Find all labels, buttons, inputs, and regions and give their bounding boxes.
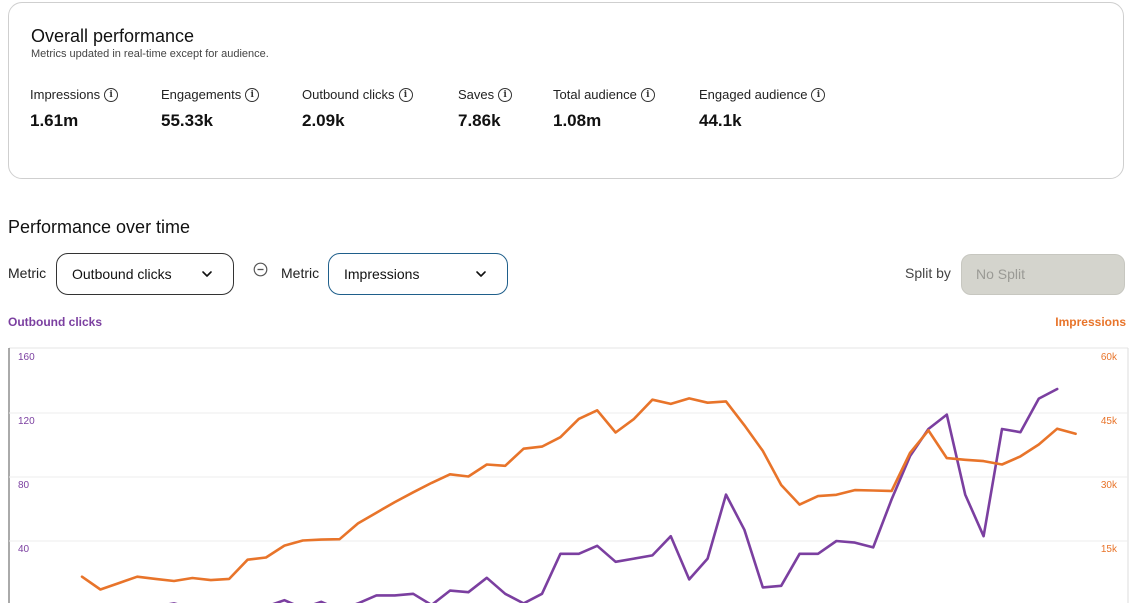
metric-impressions: Impressions i 1.61m bbox=[30, 87, 119, 131]
metric-label: Impressions bbox=[30, 87, 101, 102]
metric-value: 1.08m bbox=[553, 111, 602, 130]
right-tick-label: 60k bbox=[1101, 352, 1118, 363]
performance-over-time-title: Performance over time bbox=[8, 217, 191, 237]
right-axis-title: Impressions bbox=[1055, 315, 1126, 329]
outbound-clicks-line bbox=[168, 387, 1059, 603]
metric-label: Total audience bbox=[553, 87, 637, 102]
dropdown-value: Impressions bbox=[344, 266, 420, 282]
metric-value: 1.61m bbox=[30, 111, 79, 130]
split-by-label: Split by bbox=[905, 265, 951, 281]
metric-dropdown-impressions[interactable]: Impressions bbox=[328, 253, 508, 295]
metric-dropdown-outbound[interactable]: Outbound clicks bbox=[56, 253, 234, 295]
info-icon[interactable]: i bbox=[398, 87, 413, 102]
metric-outbound-clicks: Outbound clicks i 2.09k bbox=[302, 87, 413, 131]
left-tick-label: 40 bbox=[18, 544, 30, 555]
metric-label: Engagements bbox=[161, 87, 242, 102]
info-icon[interactable]: i bbox=[104, 87, 119, 102]
metric-label: Saves bbox=[458, 87, 495, 102]
metric-total-audience: Total audience i 1.08m bbox=[553, 87, 655, 131]
overall-performance-card: Overall performance Metrics updated in r… bbox=[8, 2, 1124, 179]
overall-performance-subtitle: Metrics updated in real-time except for … bbox=[31, 48, 269, 60]
right-tick-label: 15k bbox=[1101, 544, 1118, 555]
metric-value: 7.86k bbox=[458, 111, 501, 130]
metric-label: Outbound clicks bbox=[302, 87, 395, 102]
metric-value: 55.33k bbox=[161, 111, 213, 130]
dropdown-value: Outbound clicks bbox=[72, 266, 172, 282]
metric-value: 2.09k bbox=[302, 111, 345, 130]
impressions-line bbox=[80, 397, 1077, 591]
remove-metric-icon[interactable] bbox=[253, 262, 268, 277]
metric-engagements: Engagements i 55.33k bbox=[161, 87, 260, 131]
right-tick-label: 30k bbox=[1101, 480, 1118, 491]
chevron-down-icon bbox=[202, 271, 212, 277]
left-tick-label: 160 bbox=[18, 352, 35, 363]
info-icon[interactable]: i bbox=[811, 87, 826, 102]
overall-performance-title: Overall performance bbox=[31, 26, 195, 46]
performance-chart: 160 60k 120 45k 80 30k 40 15k bbox=[8, 347, 1129, 603]
metric-label-1: Metric bbox=[8, 265, 47, 281]
metric-label-2: Metric bbox=[281, 265, 320, 281]
info-icon[interactable]: i bbox=[245, 87, 260, 102]
right-tick-label: 45k bbox=[1101, 416, 1118, 427]
metric-saves: Saves i 7.86k bbox=[458, 87, 513, 131]
metric-label: Engaged audience bbox=[699, 87, 808, 102]
info-icon[interactable]: i bbox=[498, 87, 513, 102]
left-tick-label: 80 bbox=[18, 480, 30, 491]
chevron-down-icon bbox=[476, 271, 486, 277]
metric-engaged-audience: Engaged audience i 44.1k bbox=[699, 87, 826, 131]
info-icon[interactable]: i bbox=[640, 87, 655, 102]
left-tick-label: 120 bbox=[18, 416, 35, 427]
left-axis-title: Outbound clicks bbox=[8, 315, 103, 329]
split-by-select[interactable]: No Split bbox=[961, 254, 1125, 295]
metric-value: 44.1k bbox=[699, 111, 742, 130]
